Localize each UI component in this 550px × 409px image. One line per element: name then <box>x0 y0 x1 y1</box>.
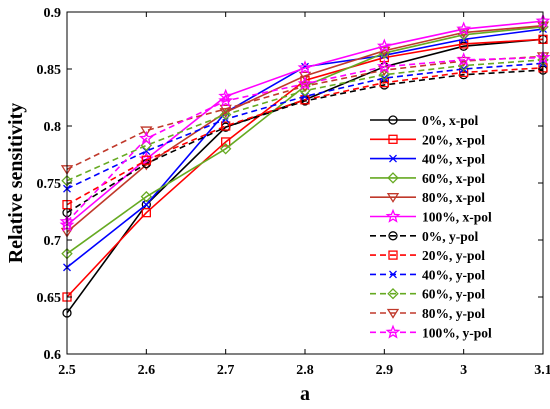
plot-layer <box>59 13 550 318</box>
legend-marker <box>388 134 398 144</box>
legend-marker <box>388 231 398 241</box>
x-tick-label: 2.7 <box>217 363 235 378</box>
legend-label: 20%, y-pol <box>422 248 485 263</box>
legend-item: 20%, x-pol <box>370 132 485 147</box>
data-point <box>141 155 151 165</box>
data-point <box>140 190 153 203</box>
data-point <box>218 93 234 108</box>
legend-marker <box>388 115 398 125</box>
legend-label: 0%, y-pol <box>422 229 479 244</box>
legend-background <box>364 108 538 346</box>
y-tick-label: 0.6 <box>44 348 62 363</box>
y-tick-label: 0.9 <box>44 6 62 21</box>
y-tick-label: 0.75 <box>37 177 62 192</box>
data-point <box>376 38 392 53</box>
series-11 <box>59 49 550 229</box>
legend-item: 40%, x-pol <box>370 152 485 167</box>
legend-item: 20%, y-pol <box>370 248 485 263</box>
legend-item: 60%, y-pol <box>370 287 485 302</box>
legend-item: 0%, y-pol <box>370 229 479 244</box>
data-point <box>140 126 153 137</box>
legend-label: 60%, y-pol <box>422 287 485 302</box>
legend-marker <box>389 154 397 163</box>
legend-label: 100%, y-pol <box>422 325 492 340</box>
legend-item: 40%, y-pol <box>370 267 485 282</box>
data-point <box>138 130 154 145</box>
data-point <box>218 88 234 103</box>
legend-marker <box>386 193 400 203</box>
x-tick-label: 2.5 <box>58 363 76 378</box>
data-point <box>297 76 313 91</box>
legend-label: 80%, y-pol <box>422 306 485 321</box>
legend-item: 0%, x-pol <box>370 113 479 128</box>
series-line <box>66 67 544 206</box>
legend-marker <box>389 270 397 279</box>
y-tick-label: 0.7 <box>44 234 62 249</box>
data-point <box>378 46 391 57</box>
data-point <box>219 143 232 155</box>
data-point <box>298 71 312 82</box>
y-tick-label: 0.8 <box>44 120 62 135</box>
data-point <box>456 52 472 67</box>
x-tick-label: 3.1 <box>534 363 550 378</box>
legend-label: 20%, x-pol <box>422 132 485 147</box>
data-point <box>456 21 472 36</box>
data-point <box>219 104 232 115</box>
legend-marker <box>385 324 401 339</box>
legend-label: 40%, x-pol <box>422 152 485 167</box>
x-tick-label: 2.6 <box>138 363 156 378</box>
legend-item: 80%, y-pol <box>370 306 485 321</box>
legend-item: 80%, x-pol <box>370 190 485 205</box>
series-line <box>66 56 544 223</box>
data-point <box>142 200 151 209</box>
legend-item: 60%, x-pol <box>370 171 485 186</box>
legend-label: 40%, y-pol <box>422 267 485 282</box>
x-tick-label: 2.8 <box>296 363 314 378</box>
legend-marker <box>387 287 399 300</box>
axis-layer: 2.5 2.6 2.7 2.8 2.9 3 3.1 0.6 0.65 0.7 0.75 0.8 0.85… <box>37 6 550 378</box>
legend-marker <box>388 250 398 260</box>
legend-item: 100%, x-pol <box>370 208 492 225</box>
data-point <box>221 137 231 147</box>
legend-marker <box>385 208 401 223</box>
data-point <box>221 121 231 131</box>
legend-marker <box>386 308 400 319</box>
data-point <box>376 58 392 74</box>
x-tick-label: 3 <box>460 363 467 378</box>
data-point <box>219 108 232 121</box>
data-point <box>459 65 468 73</box>
x-tick-label: 2.9 <box>376 363 394 378</box>
legend-label: 80%, x-pol <box>422 190 485 205</box>
legend-marker <box>387 172 399 184</box>
y-tick-label: 0.85 <box>37 63 62 78</box>
y-tick-label: 0.65 <box>37 291 62 306</box>
legend-label: 0%, x-pol <box>422 113 479 128</box>
data-point <box>378 68 391 81</box>
data-point <box>141 207 151 218</box>
y-axis-title: Relative sensitivity <box>5 103 27 264</box>
legend-label: 60%, x-pol <box>422 171 485 186</box>
x-axis-title: a <box>300 383 310 405</box>
legend: 0%, x-pol 20%, x-pol 40%, x-pol 60%, x-pol 8… <box>364 108 538 346</box>
data-point <box>297 60 313 75</box>
legend-label: 100%, x-pol <box>422 210 492 225</box>
legend-item: 100%, y-pol <box>370 324 492 340</box>
